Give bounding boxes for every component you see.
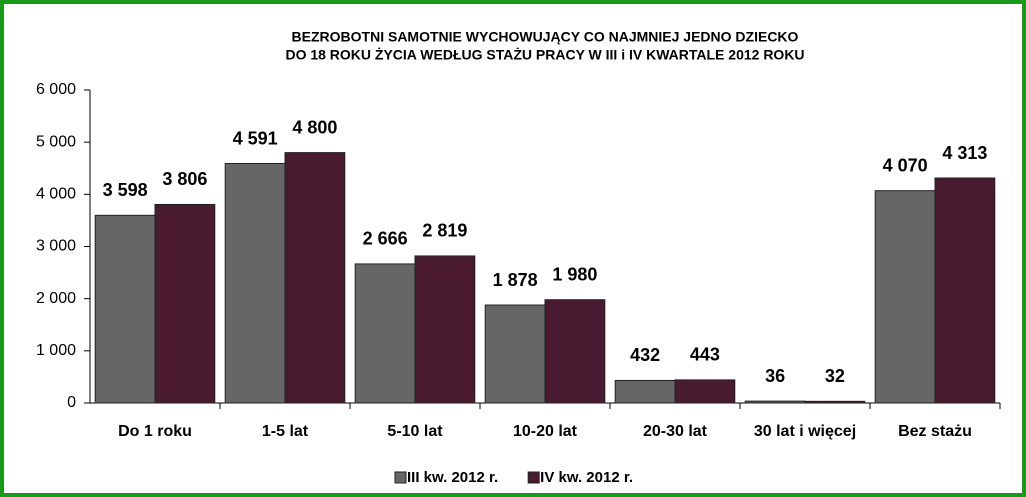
- bar: [154, 203, 216, 404]
- chart-title: BEZROBOTNI SAMOTNIE WYCHOWUJĄCY CO NAJMN…: [292, 29, 799, 45]
- value-label: 3 598: [103, 180, 148, 200]
- y-tick-label: 5 000: [36, 133, 76, 150]
- y-tick-label: 3 000: [36, 238, 76, 255]
- value-label: 36: [765, 366, 785, 386]
- chart-title: DO 18 ROKU ŻYCIA WEDŁUG STAŻU PRACY W II…: [285, 47, 804, 63]
- bar: [224, 163, 286, 404]
- bar: [284, 152, 346, 404]
- legend-swatch: [394, 471, 407, 484]
- x-tick-label: 1-5 lat: [262, 423, 309, 440]
- x-tick-label: 5-10 lat: [387, 423, 443, 440]
- x-tick-label: Do 1 roku: [118, 423, 192, 440]
- value-label: 2 819: [422, 221, 467, 241]
- x-tick-label: 10-20 lat: [513, 423, 578, 440]
- value-label: 443: [690, 345, 720, 365]
- legend-label: IV kw. 2012 r.: [540, 469, 633, 486]
- value-label: 1 980: [552, 264, 597, 284]
- bar: [674, 379, 736, 404]
- value-label: 4 313: [942, 143, 987, 163]
- bar: [744, 400, 806, 404]
- value-label: 4 070: [883, 155, 928, 175]
- y-tick-label: 0: [67, 394, 76, 411]
- y-tick-label: 4 000: [36, 186, 76, 203]
- value-label: 32: [825, 366, 845, 386]
- bar: [414, 255, 476, 404]
- bar: [874, 190, 936, 404]
- bar: [94, 214, 156, 404]
- x-tick-label: Bez stażu: [898, 423, 972, 440]
- x-tick-label: 20-30 lat: [643, 423, 708, 440]
- y-tick-label: 2 000: [36, 290, 76, 307]
- legend-swatch: [527, 471, 540, 484]
- bar: [484, 304, 546, 404]
- value-label: 4 591: [233, 128, 278, 148]
- y-tick-label: 1 000: [36, 342, 76, 359]
- bar: [614, 379, 676, 404]
- value-label: 3 806: [162, 169, 207, 189]
- bar: [934, 177, 996, 404]
- value-label: 432: [630, 345, 660, 365]
- y-tick-label: 6 000: [36, 81, 76, 98]
- value-label: 1 878: [493, 270, 538, 290]
- x-tick-label: 30 lat i więcej: [754, 423, 856, 440]
- bar: [544, 299, 606, 404]
- bar: [804, 400, 866, 404]
- bar: [354, 263, 416, 404]
- value-label: 4 800: [292, 117, 337, 137]
- value-label: 2 666: [363, 229, 408, 249]
- legend-label: III kw. 2012 r.: [407, 469, 498, 486]
